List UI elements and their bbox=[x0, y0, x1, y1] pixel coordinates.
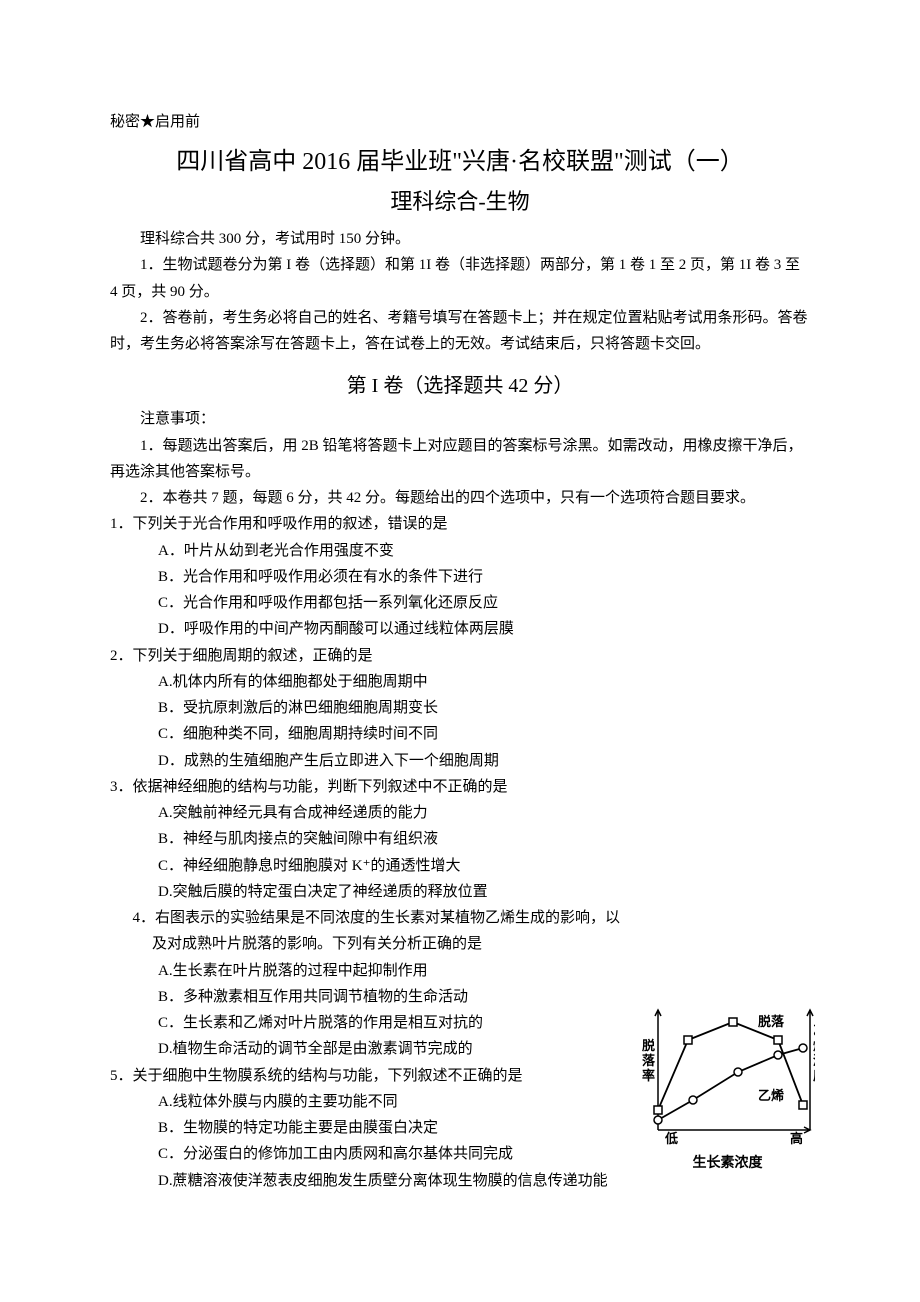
svg-text:乙: 乙 bbox=[813, 1023, 815, 1038]
svg-text:浓: 浓 bbox=[813, 1053, 815, 1068]
intro-line-1: 理科综合共 300 分，考试用时 150 分钟。 bbox=[110, 226, 810, 252]
notice-label: 注意事项： bbox=[110, 406, 810, 432]
svg-text:落: 落 bbox=[642, 1053, 656, 1068]
svg-text:脱落: 脱落 bbox=[758, 1014, 785, 1029]
chart-x-label: 生长素浓度 bbox=[640, 1152, 815, 1172]
notice-2: 2．本卷共 7 题，每题 6 分，共 42 分。每题给出的四个选项中，只有一个选… bbox=[110, 485, 810, 511]
q2-opt-d: D．成熟的生殖细胞产生后立即进入下一个细胞周期 bbox=[110, 748, 810, 774]
svg-text:率: 率 bbox=[642, 1068, 655, 1083]
q3-opt-c: C．神经细胞静息时细胞膜对 K⁺的通透性增大 bbox=[110, 853, 810, 879]
q3-stem: 3．依据神经细胞的结构与功能，判断下列叙述中不正确的是 bbox=[110, 774, 810, 800]
q4-chart: 脱落乙烯脱落率乙烯浓度低高 生长素浓度 bbox=[640, 1000, 815, 1165]
title-sub: 理科综合-生物 bbox=[110, 184, 810, 216]
q1-stem: 1．下列关于光合作用和呼吸作用的叙述，错误的是 bbox=[110, 511, 810, 537]
svg-text:低: 低 bbox=[664, 1131, 678, 1145]
svg-text:脱: 脱 bbox=[642, 1038, 655, 1053]
notice-1: 1．每题选出答案后，用 2B 铅笔将答题卡上对应题目的答案标号涂黑。如需改动，用… bbox=[110, 433, 810, 486]
q1-opt-c: C．光合作用和呼吸作用都包括一系列氧化还原反应 bbox=[110, 590, 810, 616]
q4-opt-a: A.生长素在叶片脱落的过程中起抑制作用 bbox=[110, 958, 810, 984]
svg-text:烯: 烯 bbox=[813, 1038, 815, 1053]
q3-opt-b: B．神经与肌肉接点的突触间隙中有组织液 bbox=[110, 826, 810, 852]
q2-opt-b: B．受抗原刺激后的淋巴细胞细胞周期变长 bbox=[110, 695, 810, 721]
exam-page: 秘密★启用前 四川省高中 2016 届毕业班"兴唐·名校联盟"测试（一） 理科综… bbox=[0, 0, 920, 1302]
confidential-label: 秘密★启用前 bbox=[110, 110, 810, 131]
q3-opt-a: A.突触前神经元具有合成神经递质的能力 bbox=[110, 800, 810, 826]
title-main: 四川省高中 2016 届毕业班"兴唐·名校联盟"测试（一） bbox=[110, 141, 810, 176]
svg-text:度: 度 bbox=[813, 1068, 815, 1083]
chart-svg: 脱落乙烯脱落率乙烯浓度低高 bbox=[640, 1000, 815, 1145]
q1-opt-d: D．呼吸作用的中间产物丙酮酸可以通过线粒体两层膜 bbox=[110, 616, 810, 642]
svg-text:乙烯: 乙烯 bbox=[758, 1088, 784, 1103]
q1-opt-b: B．光合作用和呼吸作用必须在有水的条件下进行 bbox=[110, 564, 810, 590]
q2-opt-c: C．细胞种类不同，细胞周期持续时间不同 bbox=[110, 721, 810, 747]
section-1-head: 第 I 卷（选择题共 42 分） bbox=[110, 369, 810, 398]
intro-line-3: 2．答卷前，考生务必将自己的姓名、考籍号填写在答题卡上；并在规定位置粘贴考试用条… bbox=[110, 305, 810, 358]
svg-text:高: 高 bbox=[790, 1131, 803, 1145]
q2-opt-a: A.机体内所有的体细胞都处于细胞周期中 bbox=[110, 669, 810, 695]
intro-line-2: 1．生物试题卷分为第 I 卷（选择题）和第 1I 卷（非选择题）两部分，第 1 … bbox=[110, 252, 810, 305]
q2-stem: 2．下列关于细胞周期的叙述，正确的是 bbox=[110, 643, 810, 669]
q3-opt-d: D.突触后膜的特定蛋白决定了神经递质的释放位置 bbox=[110, 879, 810, 905]
q1-opt-a: A．叶片从幼到老光合作用强度不变 bbox=[110, 538, 810, 564]
q4-stem: 4．右图表示的实验结果是不同浓度的生长素对某植物乙烯生成的影响，以及对成熟叶片脱… bbox=[110, 905, 810, 958]
